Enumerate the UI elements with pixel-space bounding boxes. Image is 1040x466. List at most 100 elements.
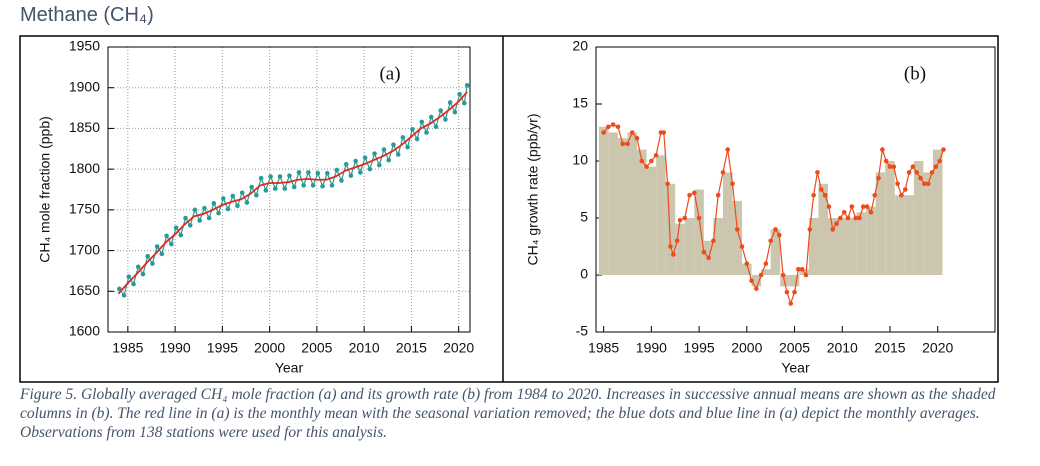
data-point	[272, 186, 278, 191]
bar	[608, 132, 618, 275]
data-point	[230, 193, 236, 199]
bar	[894, 195, 905, 275]
data-point	[339, 178, 344, 183]
data-point	[216, 210, 221, 216]
data-point	[183, 215, 188, 221]
data-point	[807, 227, 813, 232]
data-point	[173, 225, 179, 231]
data-point	[249, 184, 254, 190]
data-point	[768, 238, 773, 244]
data-point	[880, 147, 885, 152]
data-point	[711, 238, 716, 244]
bar	[837, 218, 848, 275]
y-axis-label: CH₄ growth rate (ppb/yr)	[525, 114, 541, 266]
data-point	[610, 122, 616, 127]
data-point	[606, 124, 611, 130]
data-point	[372, 151, 377, 156]
data-point	[164, 233, 169, 239]
data-point	[169, 241, 174, 247]
y-tick-label: 1850	[69, 119, 100, 135]
plot-frame	[107, 46, 471, 333]
data-point	[922, 181, 927, 187]
data-point	[902, 187, 908, 192]
y-tick-label: 20	[572, 38, 588, 54]
bar	[770, 229, 781, 275]
data-point	[296, 170, 302, 175]
x-tick-label: 2005	[301, 340, 332, 356]
plot-frame	[595, 46, 996, 333]
data-point	[324, 170, 330, 176]
bar	[617, 138, 628, 275]
data-point	[419, 119, 425, 125]
y-tick-label: 1650	[69, 282, 100, 298]
bar	[818, 183, 828, 275]
data-point	[826, 204, 832, 209]
data-point	[792, 289, 797, 295]
data-point	[725, 147, 731, 152]
data-point	[784, 289, 790, 295]
data-point	[720, 170, 726, 175]
data-point	[739, 244, 745, 249]
y-tick-label: 1600	[69, 323, 100, 339]
data-point	[918, 175, 923, 181]
data-point	[121, 293, 127, 298]
bar	[827, 218, 838, 275]
data-point	[263, 188, 269, 193]
data-point	[853, 215, 858, 221]
data-point	[462, 100, 467, 106]
x-tick-label: 2015	[874, 340, 905, 356]
data-point	[414, 136, 420, 142]
bar	[789, 275, 800, 287]
data-point	[674, 238, 680, 244]
data-point	[348, 173, 354, 178]
data-point	[154, 244, 160, 249]
x-tick-label: 2005	[779, 340, 810, 356]
bar	[761, 269, 771, 275]
data-point	[620, 141, 626, 147]
data-point	[788, 301, 794, 306]
data-point	[818, 187, 824, 192]
data-point	[367, 166, 373, 172]
data-point	[334, 167, 340, 173]
data-point	[268, 174, 273, 179]
data-point	[310, 183, 316, 188]
data-point	[899, 192, 904, 198]
x-tick-label: 2020	[922, 340, 953, 356]
data-point	[929, 170, 935, 175]
data-point	[749, 278, 754, 284]
data-point	[381, 147, 387, 152]
data-point	[457, 91, 462, 97]
data-point	[706, 255, 711, 261]
data-point	[386, 157, 392, 163]
bar	[875, 172, 886, 275]
data-point	[362, 155, 368, 161]
data-point	[780, 272, 786, 278]
y-tick-label: 1750	[69, 201, 100, 217]
bar	[684, 218, 695, 275]
data-point	[192, 207, 198, 213]
x-axis-label: Year	[781, 360, 810, 376]
x-tick-label: 1985	[112, 340, 143, 356]
data-point	[701, 249, 707, 255]
data-point	[244, 200, 250, 205]
data-point	[841, 210, 847, 215]
data-point	[221, 196, 226, 201]
data-point	[830, 227, 836, 232]
y-tick-label: 1800	[69, 160, 100, 176]
x-axis-label: Year	[275, 360, 304, 376]
data-point	[315, 170, 321, 176]
y-tick-label: -5	[576, 323, 589, 339]
data-point	[758, 272, 764, 278]
bar	[732, 200, 743, 275]
data-point	[211, 201, 217, 206]
data-point	[629, 130, 635, 135]
data-point	[868, 210, 874, 215]
bar	[713, 218, 723, 275]
x-tick-label: 2020	[443, 340, 474, 356]
data-point	[131, 281, 136, 287]
data-point	[887, 164, 893, 169]
data-point	[376, 162, 382, 168]
data-point	[872, 192, 878, 198]
data-point	[291, 184, 297, 190]
data-point	[625, 141, 630, 147]
